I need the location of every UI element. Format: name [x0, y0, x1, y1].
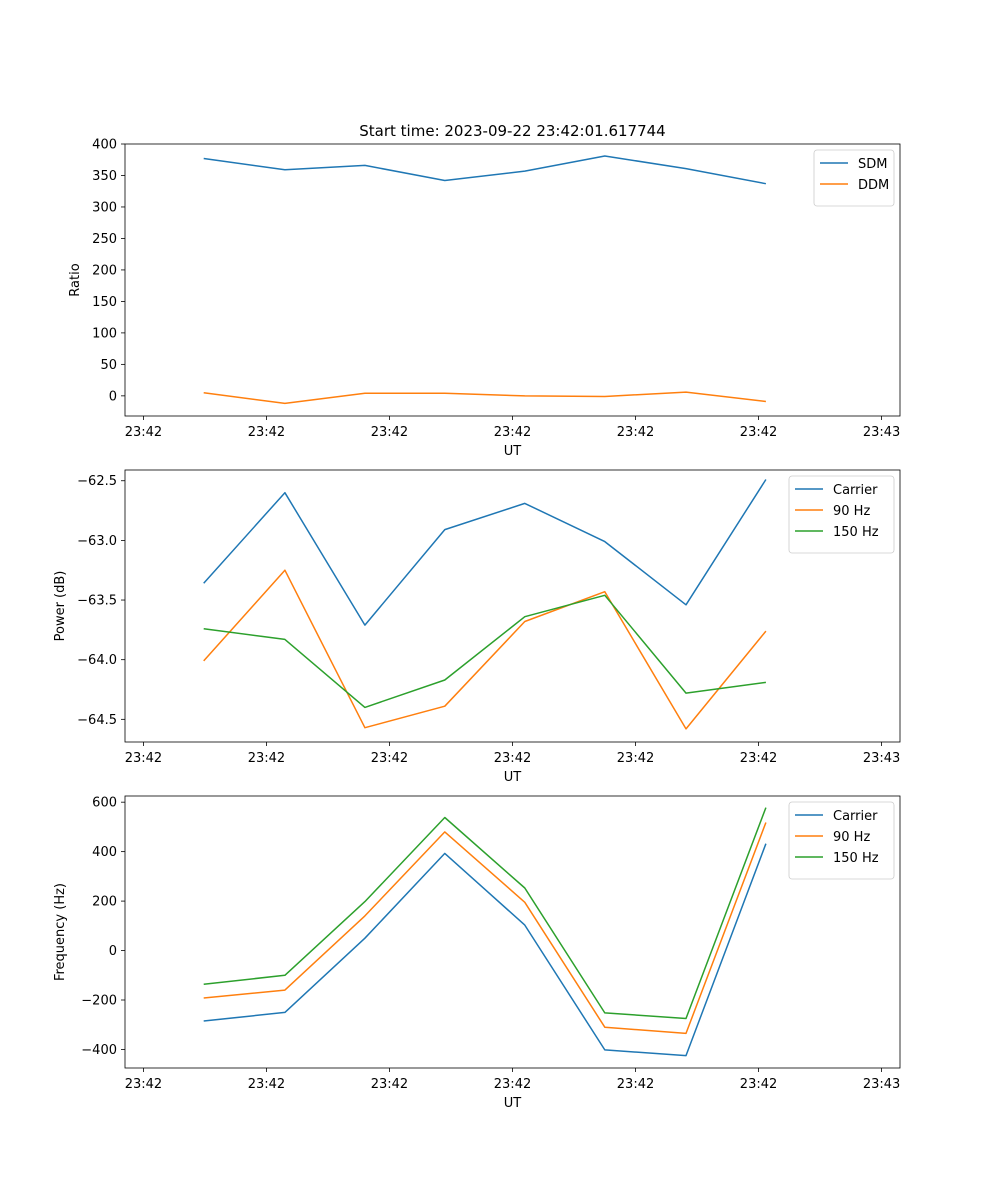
y-tick-label: −200: [81, 994, 117, 1009]
y-tick-label: 350: [92, 169, 117, 184]
x-tick-label: 23:42: [494, 1077, 531, 1092]
legend: Carrier 90 Hz 150 Hz: [788, 801, 895, 880]
series-line-ddm: [203, 391, 766, 405]
y-tick-label: 50: [100, 358, 117, 373]
x-tick-label: 23:42: [371, 1077, 408, 1092]
legend-label: DDM: [858, 178, 889, 193]
x-tick-label: 23:42: [494, 425, 531, 440]
x-tick-label: 23:43: [863, 425, 900, 440]
series-line-carrier: [203, 843, 767, 1057]
legend-box: [788, 801, 895, 880]
chart-panel-2: 23:42 23:42 23:42 23:42 23:42 23:42 23:43 −64.5…: [53, 469, 901, 785]
series-line-90-hz: [203, 822, 767, 1035]
y-axis-label: Power (dB): [53, 571, 68, 642]
legend: Carrier 90 Hz 150 Hz: [788, 475, 895, 554]
legend-label: 150 Hz: [833, 525, 879, 540]
legend-box: [788, 475, 895, 554]
y-tick-label: 200: [92, 895, 117, 910]
x-tick-label: 23:42: [617, 1077, 654, 1092]
x-tick-label: 23:43: [863, 751, 900, 766]
x-tick-label: 23:42: [617, 425, 654, 440]
x-tick-label: 23:42: [125, 425, 162, 440]
y-tick-label: 0: [109, 389, 117, 404]
x-tick-label: 23:42: [371, 751, 408, 766]
y-tick-label: 400: [92, 138, 117, 153]
y-tick-label: 0: [109, 944, 117, 959]
series-line-sdm: [203, 155, 767, 185]
chart-panel-1: 23:42 23:42 23:42 23:42 23:42 23:42 23:43 0 50 10…: [68, 138, 901, 459]
y-tick-label: 600: [92, 796, 117, 811]
x-tick-label: 23:42: [494, 751, 531, 766]
series-line-150-hz: [203, 594, 766, 709]
x-tick-label: 23:42: [740, 425, 777, 440]
y-tick-label: 400: [92, 845, 117, 860]
series-line-90-hz: [203, 569, 767, 730]
y-tick-label: 200: [92, 263, 117, 278]
chart-panel-3: 23:42 23:42 23:42 23:42 23:42 23:42 23:43 −400 −…: [53, 795, 901, 1111]
figure-title: Start time: 2023-09-22 23:42:01.617744: [359, 122, 665, 140]
y-tick-label: −63.5: [77, 594, 117, 609]
chart-panels: 23:42 23:42 23:42 23:42 23:42 23:42 23:43 0 50 10…: [53, 138, 901, 1111]
x-tick-label: 23:42: [248, 1077, 285, 1092]
y-tick-label: −63.0: [77, 534, 117, 549]
legend: SDM DDM: [813, 149, 895, 207]
y-tick-label: 250: [92, 232, 117, 247]
legend-label: 90 Hz: [833, 830, 870, 845]
legend-label: 150 Hz: [833, 851, 879, 866]
legend-label: 90 Hz: [833, 504, 870, 519]
y-tick-label: 150: [92, 295, 117, 310]
x-tick-label: 23:42: [125, 751, 162, 766]
y-tick-label: −64.0: [77, 653, 117, 668]
legend-label: Carrier: [833, 809, 878, 824]
y-axis-label: Ratio: [68, 263, 83, 296]
legend-box: [813, 149, 895, 207]
y-tick-label: −64.5: [77, 713, 117, 728]
x-tick-label: 23:42: [740, 1077, 777, 1092]
x-axis-label: UT: [504, 444, 522, 459]
y-axis-label: Frequency (Hz): [53, 883, 68, 981]
x-axis-label: UT: [504, 1096, 522, 1111]
x-tick-label: 23:42: [740, 751, 777, 766]
x-tick-label: 23:42: [248, 425, 285, 440]
x-tick-label: 23:42: [617, 751, 654, 766]
x-tick-label: 23:42: [125, 1077, 162, 1092]
legend-label: SDM: [858, 157, 887, 172]
y-tick-label: 100: [92, 326, 117, 341]
y-tick-label: −62.5: [77, 474, 117, 489]
y-tick-label: 300: [92, 200, 117, 215]
x-tick-label: 23:42: [248, 751, 285, 766]
y-tick-label: −400: [81, 1043, 117, 1058]
x-tick-label: 23:43: [863, 1077, 900, 1092]
x-tick-label: 23:42: [371, 425, 408, 440]
series-line-carrier: [203, 479, 767, 626]
x-axis-label: UT: [504, 770, 522, 785]
legend-label: Carrier: [833, 483, 878, 498]
series-line-150-hz: [203, 807, 767, 1020]
